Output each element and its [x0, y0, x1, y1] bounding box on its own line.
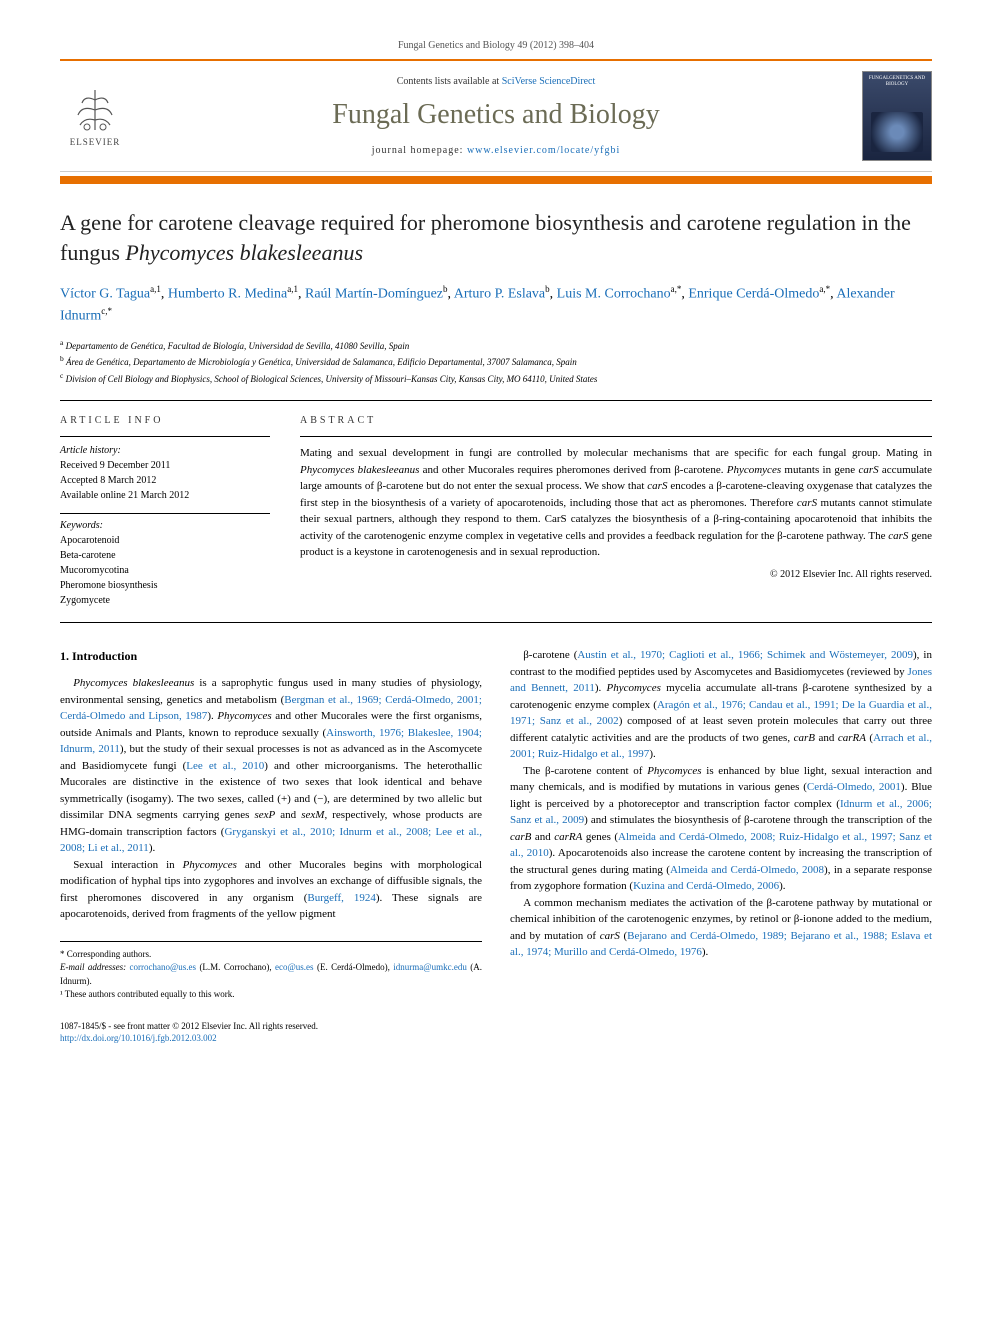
- keyword: Pheromone biosynthesis: [60, 578, 270, 593]
- contents-available-line: Contents lists available at SciVerse Sci…: [130, 76, 862, 87]
- body-paragraph: The β-carotene content of Phycomyces is …: [510, 763, 932, 895]
- journal-header-bar: ELSEVIER Contents lists available at Sci…: [60, 59, 932, 172]
- sciencedirect-link[interactable]: SciVerse ScienceDirect: [502, 76, 596, 87]
- elsevier-label: ELSEVIER: [70, 137, 121, 147]
- footnotes-block: * Corresponding authors. E-mail addresse…: [60, 941, 482, 1002]
- contents-prefix: Contents lists available at: [397, 76, 502, 87]
- issn-line: 1087-1845/$ - see front matter © 2012 El…: [60, 1020, 932, 1033]
- corresponding-note: * Corresponding authors.: [60, 948, 482, 962]
- affiliation-a: a Departamento de Genética, Facultad de …: [60, 337, 932, 354]
- online-date: Available online 21 March 2012: [60, 488, 270, 503]
- citation-header: Fungal Genetics and Biology 49 (2012) 39…: [60, 40, 932, 51]
- emails-label: E-mail addresses:: [60, 962, 126, 972]
- elsevier-tree-icon: [70, 85, 120, 135]
- keywords-list: Apocarotenoid Beta-carotene Mucoromycoti…: [60, 533, 270, 608]
- info-abstract-row: ARTICLE INFO Article history: Received 9…: [60, 400, 932, 623]
- body-paragraph: Phycomyces blakesleeanus is a saprophyti…: [60, 675, 482, 857]
- affiliations: a Departamento de Genética, Facultad de …: [60, 337, 932, 387]
- journal-cover-thumb: FUNGALGENETICS AND BIOLOGY: [862, 71, 932, 161]
- orange-divider: [60, 176, 932, 184]
- email-link[interactable]: eco@us.es: [275, 962, 314, 972]
- cover-image: [871, 112, 923, 152]
- authors-list: Víctor G. Taguaa,1, Humberto R. Medinaa,…: [60, 283, 932, 326]
- section-heading: 1. Introduction: [60, 647, 482, 665]
- article-info-block: ARTICLE INFO Article history: Received 9…: [60, 415, 270, 608]
- keywords-subhead: Keywords:: [60, 520, 270, 531]
- affiliation-b: b Área de Genética, Departamento de Micr…: [60, 353, 932, 370]
- keyword: Mucoromycotina: [60, 563, 270, 578]
- abstract-copyright: © 2012 Elsevier Inc. All rights reserved…: [300, 569, 932, 580]
- history-subhead: Article history:: [60, 445, 270, 456]
- equal-contribution-note: ¹ These authors contributed equally to t…: [60, 988, 482, 1002]
- article-title: A gene for carotene cleavage required fo…: [60, 208, 932, 267]
- journal-name: Fungal Genetics and Biology: [130, 99, 862, 131]
- abstract-block: ABSTRACT Mating and sexual development i…: [300, 415, 932, 608]
- homepage-link[interactable]: www.elsevier.com/locate/yfgbi: [467, 145, 620, 156]
- accepted-date: Accepted 8 March 2012: [60, 473, 270, 488]
- keyword: Zygomycete: [60, 593, 270, 608]
- body-two-columns: 1. Introduction Phycomyces blakesleeanus…: [60, 647, 932, 1002]
- elsevier-logo: ELSEVIER: [60, 76, 130, 156]
- article-info-heading: ARTICLE INFO: [60, 415, 270, 426]
- abstract-text: Mating and sexual development in fungi a…: [300, 445, 932, 561]
- abstract-heading: ABSTRACT: [300, 415, 932, 426]
- affiliation-c: c Division of Cell Biology and Biophysic…: [60, 370, 932, 387]
- email-link[interactable]: idnurma@umkc.edu: [393, 962, 467, 972]
- email-link[interactable]: corrochano@us.es: [130, 962, 197, 972]
- homepage-prefix: journal homepage:: [372, 145, 467, 156]
- footer-meta: 1087-1845/$ - see front matter © 2012 El…: [60, 1020, 932, 1045]
- body-paragraph: Sexual interaction in Phycomyces and oth…: [60, 857, 482, 923]
- keyword: Beta-carotene: [60, 548, 270, 563]
- homepage-line: journal homepage: www.elsevier.com/locat…: [130, 145, 862, 156]
- received-date: Received 9 December 2011: [60, 458, 270, 473]
- email-addresses: E-mail addresses: corrochano@us.es (L.M.…: [60, 961, 482, 988]
- email-person: (E. Cerdá-Olmedo),: [317, 962, 390, 972]
- body-paragraph: A common mechanism mediates the activati…: [510, 895, 932, 961]
- keyword: Apocarotenoid: [60, 533, 270, 548]
- right-column: β-carotene (Austin et al., 1970; Cagliot…: [510, 647, 932, 1002]
- body-paragraph: β-carotene (Austin et al., 1970; Cagliot…: [510, 647, 932, 763]
- cover-title: FUNGALGENETICS AND BIOLOGY: [863, 72, 931, 92]
- email-person: (L.M. Corrochano),: [199, 962, 271, 972]
- doi-link[interactable]: http://dx.doi.org/10.1016/j.fgb.2012.03.…: [60, 1033, 217, 1043]
- left-column: 1. Introduction Phycomyces blakesleeanus…: [60, 647, 482, 1002]
- journal-center-block: Contents lists available at SciVerse Sci…: [130, 76, 862, 156]
